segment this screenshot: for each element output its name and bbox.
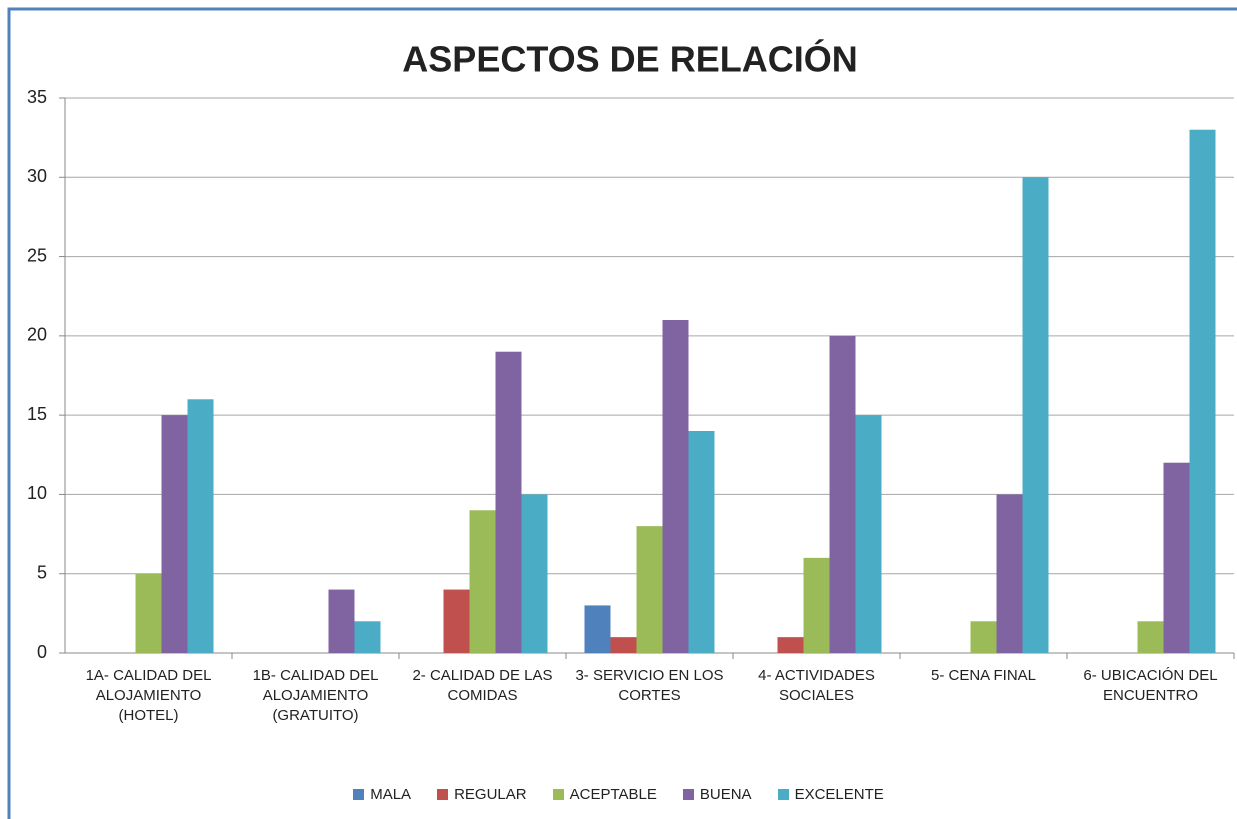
bar xyxy=(187,399,214,653)
legend-item: BUENA xyxy=(682,786,752,803)
bar xyxy=(469,510,496,653)
legend-label: BUENA xyxy=(699,786,752,803)
bar xyxy=(970,621,997,653)
bar xyxy=(829,335,856,653)
bar xyxy=(1163,462,1190,653)
bar xyxy=(855,415,882,653)
legend-label: EXCELENTE xyxy=(794,786,884,803)
chart-title: ASPECTOS DE RELACIÓN xyxy=(402,38,857,80)
legend-swatch xyxy=(353,789,365,800)
legend-swatch xyxy=(777,789,789,800)
y-tick-label: 15 xyxy=(27,404,47,424)
x-tick-label: 6- UBICACIÓN DEL ENCUENTRO xyxy=(1083,667,1218,704)
bar xyxy=(1137,621,1164,653)
y-tick-label: 5 xyxy=(37,562,47,582)
frame xyxy=(7,7,1237,819)
legend-item: MALA xyxy=(353,786,411,803)
legend: MALA REGULAR ACEPTABLE BUENA EXCELENTE xyxy=(0,786,1237,803)
bar xyxy=(996,494,1023,653)
y-tick-label: 20 xyxy=(27,325,47,345)
bar xyxy=(688,431,715,653)
x-tick-label: 1A- CALIDAD DEL ALOJAMIENTO (HOTEL) xyxy=(85,667,212,724)
bar xyxy=(135,573,162,653)
bar xyxy=(1022,177,1049,654)
bar xyxy=(803,557,830,653)
bar xyxy=(443,589,470,653)
y-tick-label: 25 xyxy=(27,245,47,265)
bar xyxy=(662,320,689,653)
legend-swatch xyxy=(437,789,449,800)
bar xyxy=(354,621,381,653)
x-tick-label: 2- CALIDAD DE LAS COMIDAS xyxy=(412,667,553,704)
legend-swatch xyxy=(682,789,694,800)
legend-swatch xyxy=(552,789,564,800)
bar xyxy=(161,415,188,653)
x-tick-label: 1B- CALIDAD DEL ALOJAMIENTO (GRATUITO) xyxy=(252,667,379,724)
legend-item: EXCELENTE xyxy=(777,786,884,803)
y-tick-label: 35 xyxy=(27,87,47,107)
legend-item: ACEPTABLE xyxy=(552,786,657,803)
bar xyxy=(610,637,637,653)
x-tick-label: 4- ACTIVIDADES SOCIALES xyxy=(758,667,875,704)
x-tick-label: 5- CENA FINAL xyxy=(930,667,1037,684)
bar xyxy=(328,589,355,653)
bar xyxy=(777,637,804,653)
y-tick-label: 0 xyxy=(37,642,47,662)
bar xyxy=(1189,129,1216,653)
y-tick-label: 10 xyxy=(27,483,47,503)
bar xyxy=(636,526,663,653)
bar xyxy=(495,351,522,653)
legend-label: MALA xyxy=(370,786,412,803)
legend-label: REGULAR xyxy=(454,786,527,803)
legend-item: REGULAR xyxy=(437,786,527,803)
x-tick-label: 3- SERVICIO EN LOS CORTES xyxy=(575,667,724,704)
bar xyxy=(584,605,611,653)
y-tick-label: 30 xyxy=(27,166,47,186)
bar xyxy=(521,494,548,653)
legend-label: ACEPTABLE xyxy=(569,786,657,803)
